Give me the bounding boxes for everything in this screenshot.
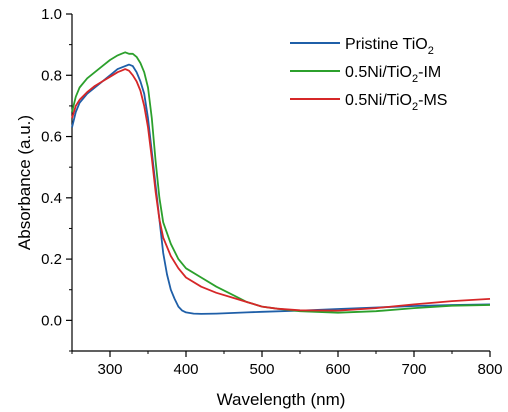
series-layer [71,51,491,315]
y-tick-label: 0.6 [41,129,62,146]
y-tick-label: 0.8 [41,67,62,84]
x-tick-label: 300 [97,361,122,378]
x-tick-label: 400 [173,361,198,378]
legend-label-1: 0.5Ni/TiO2-IM [345,64,441,85]
y-tick-label: 1.0 [41,6,62,23]
legend: Pristine TiO2 0.5Ni/TiO2-IM 0.5Ni/TiO2-MS [290,36,447,113]
y-tick-label: 0.2 [41,251,62,268]
x-tick-label: 600 [325,361,350,378]
x-tick-label: 700 [401,361,426,378]
legend-label-0: Pristine TiO2 [345,36,434,57]
series-line-0 [71,63,491,315]
y-tick-label: 0.0 [41,312,62,329]
series-line-2 [71,68,491,312]
axes-group: 300 400 500 600 700 800 0.0 0.2 0.4 0.6 0.8 1.0 [41,6,502,378]
y-axis-title: Absorbance (a.u.) [15,115,34,250]
x-tick-label: 800 [477,361,502,378]
x-tick-label: 500 [249,361,274,378]
x-axis-title: Wavelength (nm) [217,390,346,409]
legend-label-2: 0.5Ni/TiO2-MS [345,92,447,113]
y-tick-label: 0.4 [41,190,62,207]
